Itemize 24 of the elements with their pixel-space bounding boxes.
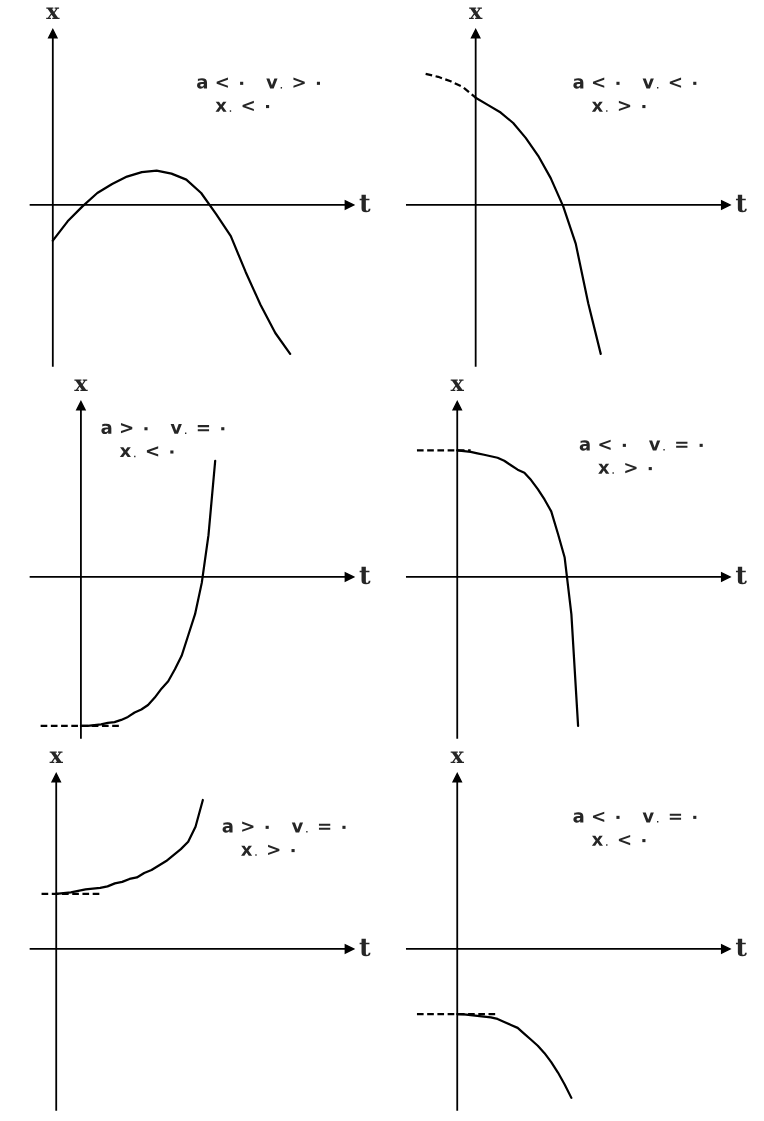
annotation: x$_{۰}$ > ۰ (591, 100, 646, 112)
y-axis-title: x (450, 379, 465, 392)
x-axis-title: t (359, 194, 371, 213)
text: a > ۰ v$_{۰}$ = ۰ (101, 423, 225, 435)
y-axis-title: x (49, 751, 63, 764)
y-axis-title: x (74, 379, 88, 392)
annotation: a < ۰ v$_{۰}$ < ۰ (573, 77, 697, 89)
x-axis-title: t (735, 938, 747, 957)
text: x$_{۰}$ < ۰ (215, 100, 270, 112)
annotation: a > ۰ v$_{۰}$ = ۰ (222, 821, 346, 833)
text: a < ۰ v$_{۰}$ = ۰ (573, 811, 697, 823)
y-axis-title: x (450, 751, 465, 764)
y-axis-title: x (469, 7, 483, 20)
x-axis-title: t (735, 566, 747, 585)
text: x$_{۰}$ < ۰ (119, 446, 174, 458)
x-axis-title: t (359, 566, 371, 585)
x-axis-title: t (735, 194, 747, 213)
text: a < ۰ v$_{۰}$ > ۰ (197, 77, 321, 89)
annotation: x$_{۰}$ > ۰ (241, 844, 295, 856)
x-axis-title: t (359, 938, 371, 957)
annotation: a < ۰ v$_{۰}$ = ۰ (579, 439, 703, 451)
annotation: x$_{۰}$ > ۰ (598, 462, 652, 474)
text: x$_{۰}$ < ۰ (591, 834, 646, 846)
y-axis-title: x (46, 7, 60, 20)
